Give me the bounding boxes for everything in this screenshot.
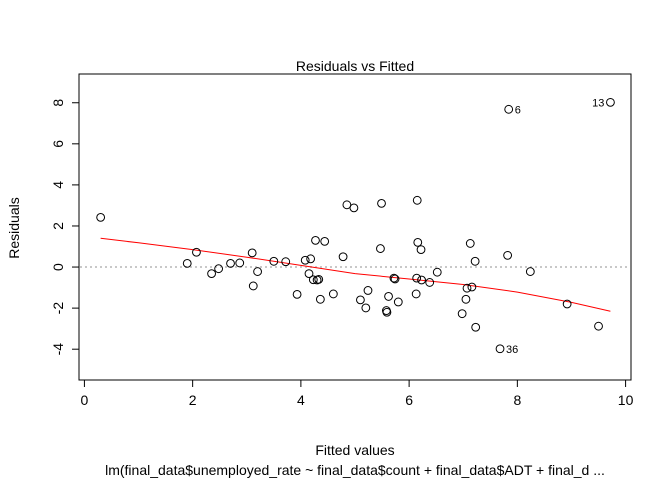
- residual-point: [525, 267, 535, 276]
- residual-point: [226, 258, 235, 268]
- residual-point: [308, 275, 318, 285]
- y-tick-label: -2: [50, 302, 66, 315]
- residual-point: [462, 283, 472, 293]
- residual-point: [417, 275, 426, 285]
- residual-point: [384, 292, 393, 301]
- x-tick-label: 8: [513, 392, 521, 408]
- x-tick-label: 2: [189, 392, 197, 408]
- residual-point: [96, 212, 106, 222]
- x-tick-label: 4: [297, 392, 305, 408]
- residual-point: [393, 297, 403, 307]
- residual-point: [503, 250, 513, 260]
- residual-point: [207, 269, 216, 279]
- x-tick-label: 10: [618, 392, 634, 408]
- x-tick-label: 0: [81, 392, 89, 408]
- residual-point: [412, 195, 422, 205]
- residual-point: [432, 267, 442, 277]
- y-axis-label: Residuals: [6, 197, 22, 258]
- residual-point: [253, 267, 262, 276]
- residual-point: [470, 256, 480, 266]
- residual-point: [214, 264, 224, 274]
- x-axis-label: Fitted values: [315, 442, 394, 458]
- residual-point: [504, 104, 514, 114]
- residual-point: [349, 203, 359, 213]
- chart-title: Residuals vs Fitted: [296, 58, 414, 74]
- residual-point: [320, 236, 330, 246]
- residual-point: [248, 281, 258, 291]
- smoother-line: [100, 237, 611, 312]
- residual-point: [328, 289, 338, 299]
- model-formula-caption: lm(final_data$unemployed_rate ~ final_da…: [105, 462, 605, 478]
- outlier-label: 13: [592, 97, 604, 109]
- residual-point: [338, 252, 348, 262]
- residual-point: [281, 257, 291, 267]
- residual-point: [461, 294, 471, 304]
- residual-point: [425, 278, 435, 287]
- residual-point: [382, 307, 392, 317]
- y-tick-label: 8: [50, 99, 66, 107]
- residual-point: [411, 289, 421, 299]
- residual-point: [606, 97, 615, 107]
- residual-point: [269, 256, 279, 266]
- residual-point: [377, 198, 386, 208]
- residual-point: [182, 258, 192, 268]
- outlier-label: 36: [506, 344, 518, 356]
- residual-point: [356, 295, 365, 305]
- y-tick-label: 0: [50, 263, 66, 271]
- residual-point: [413, 238, 423, 247]
- residual-point: [315, 294, 325, 304]
- residual-point: [292, 289, 302, 299]
- residual-point: [314, 274, 324, 284]
- x-tick-label: 6: [405, 392, 413, 408]
- y-tick-label: 4: [50, 181, 66, 189]
- residual-point: [311, 235, 320, 245]
- residual-point: [465, 239, 475, 248]
- outlier-label: 6: [515, 104, 521, 116]
- residual-point: [457, 309, 467, 319]
- residual-point: [412, 273, 422, 283]
- residual-point: [306, 254, 316, 264]
- residual-point: [361, 303, 371, 313]
- y-tick-label: -4: [50, 343, 66, 356]
- residual-point: [376, 244, 385, 253]
- y-tick-label: 6: [50, 140, 66, 148]
- residual-point: [300, 255, 310, 265]
- residual-point: [235, 258, 245, 268]
- residual-point: [471, 322, 481, 332]
- residual-point: [467, 282, 477, 292]
- residual-point: [247, 248, 257, 258]
- residual-point: [304, 269, 314, 279]
- residual-point: [495, 344, 505, 354]
- residual-point: [192, 247, 201, 257]
- residual-point: [594, 321, 603, 331]
- plot-frame: [78, 73, 632, 381]
- residual-point: [389, 273, 399, 283]
- residual-point: [416, 245, 426, 254]
- residual-point: [562, 299, 572, 309]
- residual-point: [390, 274, 400, 284]
- residual-point: [363, 286, 373, 295]
- y-tick-label: 2: [50, 222, 66, 230]
